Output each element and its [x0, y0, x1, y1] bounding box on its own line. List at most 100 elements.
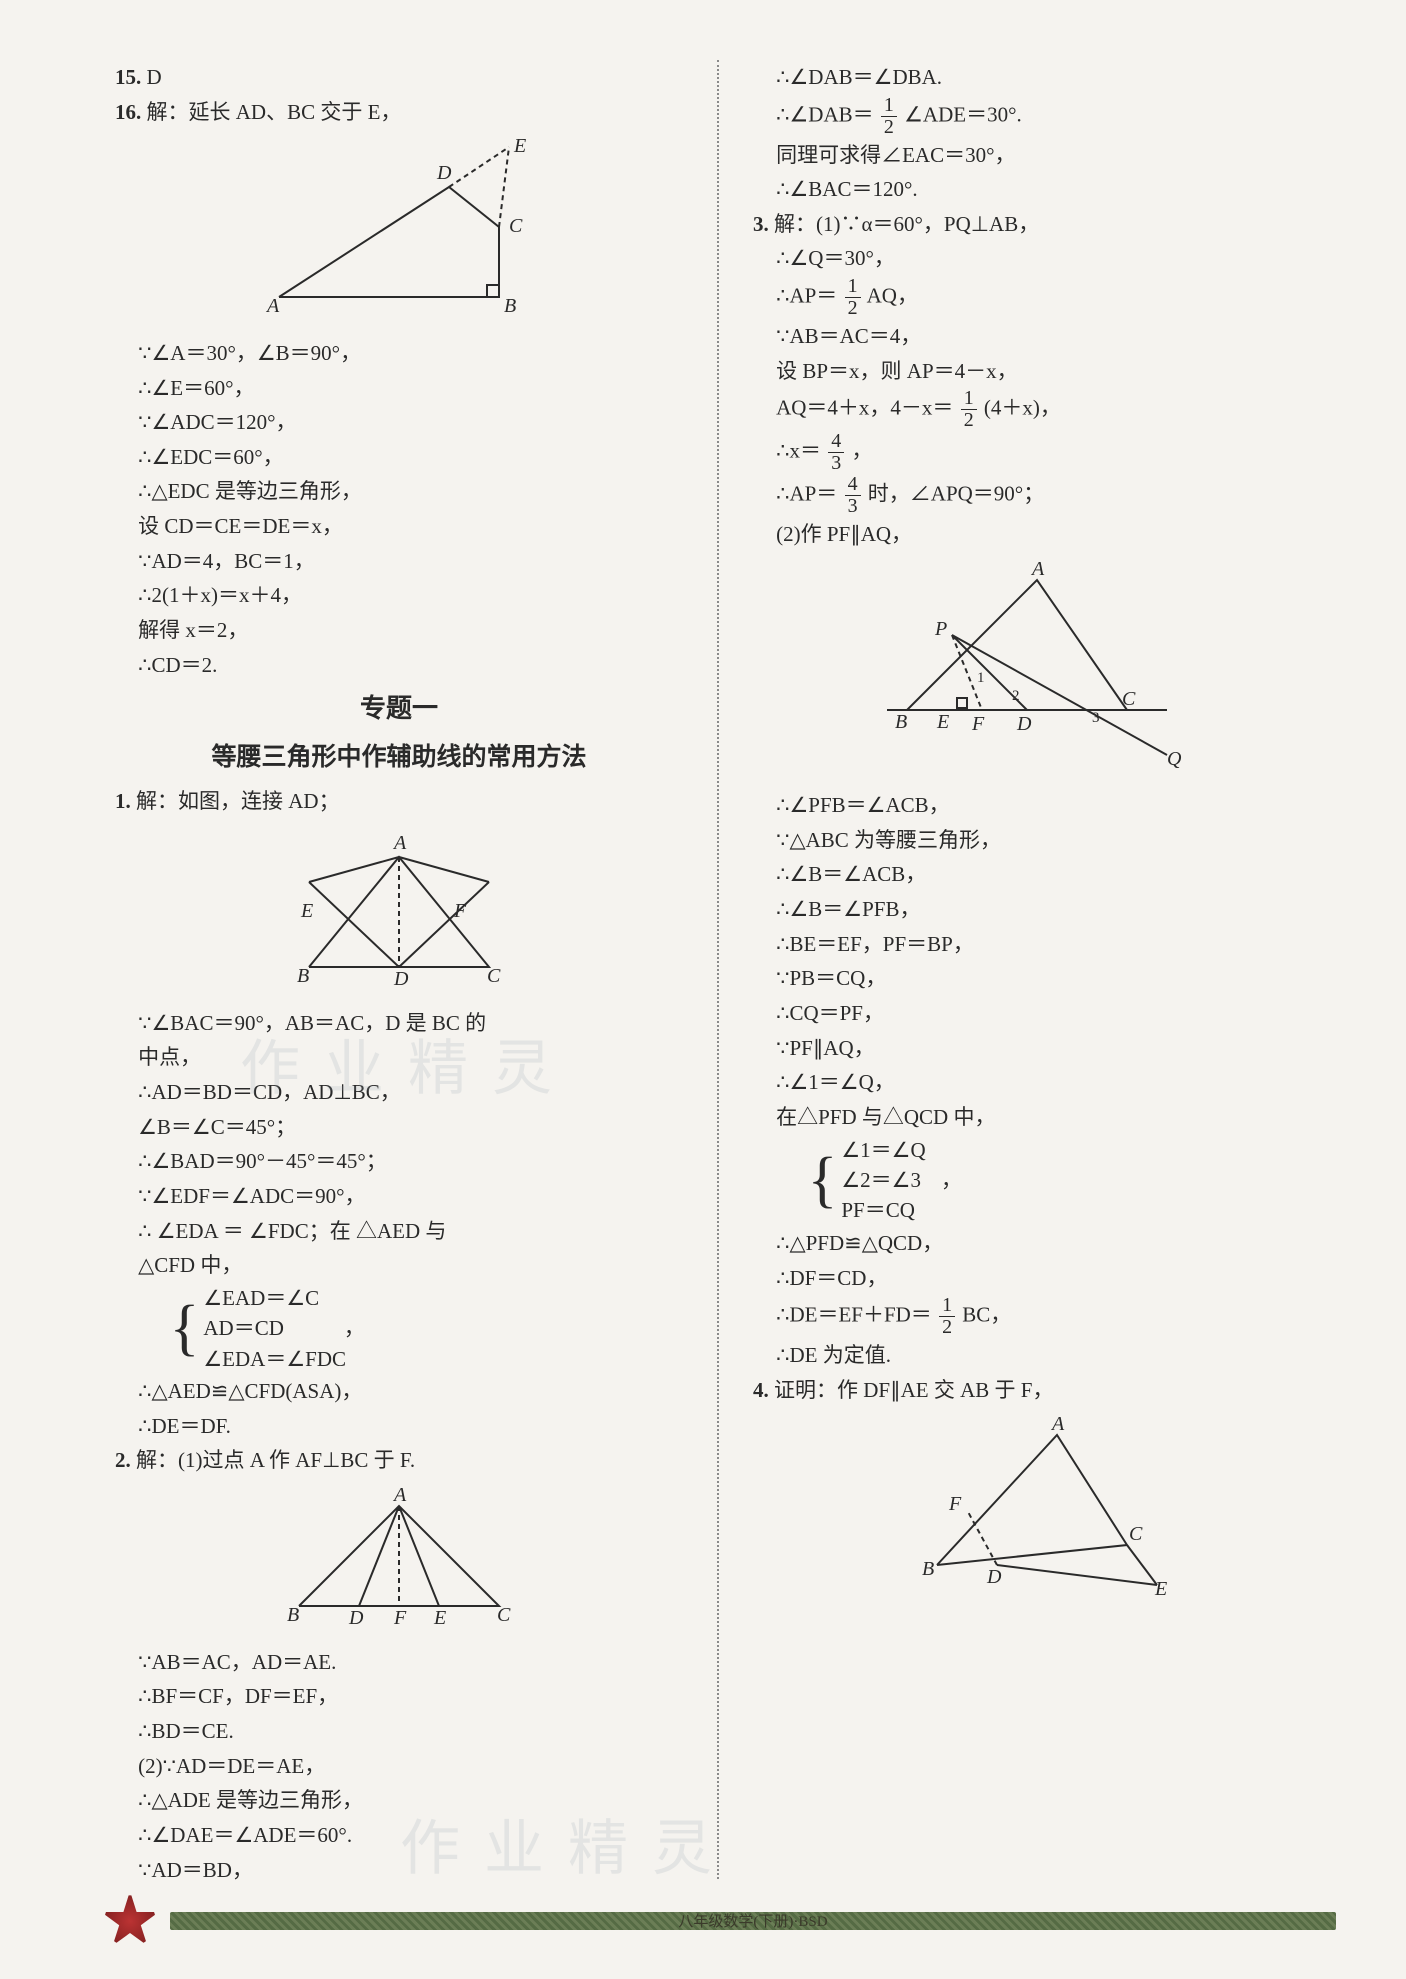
q3-a0: ∴∠Q＝30°，: [776, 241, 1321, 276]
svg-text:E: E: [300, 900, 313, 922]
q16-body: ∵∠A＝30°，∠B＝90°， ∴∠E＝60°， ∵∠ADC＝120°， ∴∠E…: [115, 336, 683, 682]
svg-text:C: C: [487, 965, 501, 987]
brace-icon: {: [170, 1305, 200, 1352]
q3-body-c: ∴∠PFB＝∠ACB， ∵△ABC 为等腰三角形， ∴∠B＝∠ACB， ∴∠B＝…: [753, 788, 1321, 1373]
q3-prefix: 解：(1)∵α＝60°，PQ⊥AB，: [774, 212, 1039, 236]
q3-aq: AQ＝4＋x，4－x＝ 12 (4＋x)，: [776, 388, 1321, 431]
q3-x: ∴x＝ 43 ，: [776, 431, 1321, 474]
q16-prefix: 解：延长 AD、BC 交于 E，: [147, 100, 402, 124]
fig-q16: A B C D E: [115, 137, 683, 328]
cont-frac: ∴∠DAB＝ 12 ∠ADE＝30°.: [776, 95, 1321, 138]
q2-l1: ∴BF＝CF，DF＝EF，: [138, 1679, 683, 1714]
q16-l5: 设 CD＝CE＝DE＝x，: [138, 509, 683, 544]
q1-t0: ∴△AED≌△CFD(ASA)，: [138, 1374, 683, 1409]
svg-text:E: E: [433, 1607, 446, 1626]
page-columns: 15. D 16. 解：延长 AD、BC 交于 E， A B C D: [100, 60, 1336, 1879]
q1-l1: ∠B＝∠C＝45°；: [138, 1110, 683, 1145]
q1-l5: △CFD 中，: [138, 1248, 683, 1283]
q16-num: 16.: [115, 100, 141, 124]
q16-l2: ∵∠ADC＝120°，: [138, 405, 683, 440]
q16-l1: ∴∠E＝60°，: [138, 371, 683, 406]
q3-brace: { ∠1＝∠Q ∠2＝∠3， PF＝CQ: [808, 1135, 1321, 1226]
q3-c3: ∴∠B＝∠PFB，: [776, 892, 1321, 927]
q2-l6: ∵AD＝BD，: [138, 1853, 683, 1888]
q16-l3: ∴∠EDC＝60°，: [138, 440, 683, 475]
q1-mid: 中点，: [138, 1040, 683, 1075]
svg-text:B: B: [287, 1604, 299, 1626]
q3-c7: ∵PF∥AQ，: [776, 1031, 1321, 1066]
svg-text:A: A: [392, 832, 407, 854]
q3-b1: 设 BP＝x，则 AP＝4－x，: [776, 354, 1321, 389]
svg-text:B: B: [297, 965, 309, 987]
svg-text:D: D: [348, 1607, 364, 1626]
q1-t1: ∴DE＝DF.: [138, 1409, 683, 1444]
svg-text:B: B: [895, 711, 907, 733]
q1-bac: ∵∠BAC＝90°，AB＝AC，D 是 BC 的: [138, 1006, 683, 1041]
q2-l4: ∴△ADE 是等边三角形，: [138, 1783, 683, 1818]
q4-prefix: 证明：作 DF∥AE 交 AB 于 F，: [774, 1378, 1053, 1402]
section-subtitle: 等腰三角形中作辅助线的常用方法: [115, 737, 683, 778]
svg-text:D: D: [393, 968, 409, 987]
q1-b2: ∠EDA＝∠FDC: [203, 1344, 365, 1374]
brace-icon: {: [808, 1157, 838, 1204]
svg-text:2: 2: [1012, 688, 1020, 704]
q16-head: 16. 解：延长 AD、BC 交于 E，: [115, 95, 683, 130]
q3-c2: ∴∠B＝∠ACB，: [776, 857, 1321, 892]
svg-text:C: C: [497, 1604, 511, 1626]
footer-star-icon: [100, 1891, 160, 1951]
q4-num: 4.: [753, 1378, 769, 1402]
column-divider: [717, 60, 719, 1879]
svg-text:F: F: [453, 900, 467, 922]
fig-q3: A B C D E F P Q 1 2 3: [753, 560, 1321, 781]
cont-b0: 同理可求得∠EAC＝30°，: [776, 138, 1321, 173]
q1-head: 1. 解：如图，连接 AD；: [115, 784, 683, 819]
q2-num: 2.: [115, 1448, 131, 1472]
svg-text:D: D: [1016, 713, 1032, 735]
fig-q1: A B C D E F: [115, 827, 683, 998]
svg-text:A: A: [265, 295, 280, 317]
q3-body-a: ∴∠Q＝30°， ∴AP＝ 12 AQ， ∵AB＝AC＝4， 设 BP＝x，则 …: [753, 241, 1321, 551]
q3-head: 3. 解：(1)∵α＝60°，PQ⊥AB，: [753, 207, 1321, 242]
q15: 15. D: [115, 60, 683, 95]
q16-l8: 解得 x＝2，: [138, 613, 683, 648]
q1-b1: AD＝CD，: [203, 1313, 365, 1343]
svg-text:A: A: [392, 1486, 407, 1506]
q3-c4: ∴BE＝EF，PF＝BP，: [776, 927, 1321, 962]
q2-l5: ∴∠DAE＝∠ADE＝60°.: [138, 1818, 683, 1853]
right-column: ∴∠DAB＝∠DBA. ∴∠DAB＝ 12 ∠ADE＝30°. 同理可求得∠EA…: [723, 60, 1336, 1879]
footer-bar: 八年级数学(下册)·BSD: [170, 1912, 1336, 1930]
q3-part2: (2)作 PF∥AQ，: [776, 517, 1321, 552]
q3-tb0: ∴DE 为定值.: [776, 1338, 1321, 1373]
q2-body: ∵AB＝AC，AD＝AE. ∴BF＝CF，DF＝EF， ∴BD＝CE. (2)∵…: [115, 1645, 683, 1887]
q3-b0: ∵AB＝AC＝4，: [776, 319, 1321, 354]
q2-l0: ∵AB＝AC，AD＝AE.: [138, 1645, 683, 1680]
q4-head: 4. 证明：作 DF∥AE 交 AB 于 F，: [753, 1373, 1321, 1408]
svg-text:Q: Q: [1167, 748, 1182, 770]
q1-b0: ∠EAD＝∠C: [203, 1283, 365, 1313]
q3-c1: ∵△ABC 为等腰三角形，: [776, 823, 1321, 858]
q3-ap2: ∴AP＝ 43 时，∠APQ＝90°；: [776, 474, 1321, 517]
cont-b1: ∴∠BAC＝120°.: [776, 172, 1321, 207]
svg-text:D: D: [436, 162, 452, 184]
q1-l2: ∴∠BAD＝90°－45°＝45°；: [138, 1144, 683, 1179]
q3-ta0: ∴△PFD≌△QCD，: [776, 1226, 1321, 1261]
svg-text:E: E: [936, 711, 949, 733]
svg-text:3: 3: [1092, 710, 1100, 726]
q16-l7: ∴2(1＋x)＝x＋4，: [138, 578, 683, 613]
q2-prefix: 解：(1)过点 A 作 AF⊥BC 于 F.: [136, 1448, 415, 1472]
svg-text:1: 1: [977, 670, 985, 686]
q3-br2: PF＝CQ: [841, 1195, 962, 1225]
q1-prefix: 解：如图，连接 AD；: [136, 789, 340, 813]
svg-text:E: E: [1154, 1578, 1167, 1595]
footer-label: 八年级数学(下册)·BSD: [678, 1910, 827, 1931]
left-column: 15. D 16. 解：延长 AD、BC 交于 E， A B C D: [100, 60, 713, 1879]
q3-c6: ∴CQ＝PF，: [776, 996, 1321, 1031]
svg-text:P: P: [934, 618, 947, 640]
svg-text:E: E: [513, 137, 526, 157]
q1-brace: { ∠EAD＝∠C AD＝CD， ∠EDA＝∠FDC: [170, 1283, 683, 1374]
svg-text:A: A: [1030, 560, 1045, 580]
svg-text:C: C: [509, 215, 523, 237]
q1-body: ∵∠BAC＝90°，AB＝AC，D 是 BC 的 中点， ∴AD＝BD＝CD，A…: [115, 1006, 683, 1444]
q3-c5: ∵PB＝CQ，: [776, 961, 1321, 996]
q3-ap: ∴AP＝ 12 AQ，: [776, 276, 1321, 319]
